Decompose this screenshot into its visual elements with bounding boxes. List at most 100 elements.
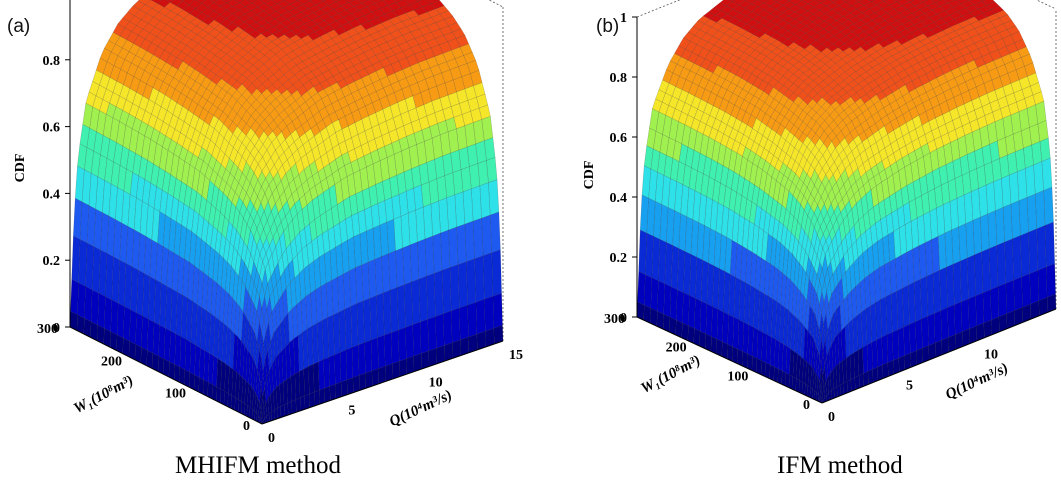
surface-patch [847, 379, 851, 392]
z-tick-label: 0.4 [610, 191, 628, 206]
y-tick-label: 100 [727, 369, 748, 384]
surface-patch [657, 281, 665, 314]
surface-patch [352, 345, 359, 378]
surface-patch [990, 287, 999, 320]
surface-patch [84, 286, 92, 321]
surface-patch [329, 355, 335, 386]
surface-patch [1027, 194, 1037, 232]
surface-patch [840, 383, 844, 395]
surface-patch [309, 392, 314, 408]
y-tick-label: 100 [165, 387, 186, 402]
surface-patch [843, 381, 847, 394]
surface-patch [946, 264, 954, 308]
surface-patch [765, 363, 770, 379]
surface-patch [391, 330, 399, 364]
surface-patch [199, 378, 204, 395]
surface-patch [904, 324, 911, 355]
surface-patch [792, 377, 796, 391]
z-tick-label: 0.8 [610, 71, 628, 86]
y-tick-label: 200 [101, 354, 122, 369]
surface-patch [1030, 270, 1039, 304]
surface-patch [868, 369, 873, 384]
surface-patch [737, 349, 743, 366]
surface-patch [184, 370, 190, 387]
surface-patch [383, 290, 391, 335]
surface-patch [789, 375, 793, 389]
surface-patch [1035, 191, 1045, 229]
surface-patch [318, 360, 324, 391]
surface-patch [359, 373, 366, 390]
surface-patch [882, 335, 888, 365]
surface-patch [429, 348, 437, 366]
surface-patch [928, 314, 935, 346]
surface-patch [104, 297, 112, 332]
surface-patch [365, 340, 372, 373]
surface-patch [1005, 239, 1014, 284]
surface-patch [300, 396, 305, 411]
surface-patch [405, 325, 413, 359]
surface-patch [922, 316, 929, 348]
x-tick-label: 15 [509, 348, 523, 363]
surface-patch [855, 376, 860, 390]
surface-patch [473, 218, 483, 259]
surface-patch [732, 347, 738, 364]
x-tick-label: 0 [828, 410, 835, 425]
surface-patch [412, 279, 421, 325]
surface-patch [441, 230, 451, 270]
surface-patch [742, 352, 747, 369]
surface-patch [346, 348, 353, 380]
surface-patch [1038, 267, 1047, 301]
surface-patch [1045, 222, 1055, 267]
surface-patch [458, 262, 467, 308]
surface-patch [1020, 232, 1029, 277]
surface-patch [997, 242, 1006, 287]
surface-patch [313, 362, 319, 392]
surface-patch [859, 374, 864, 389]
surface-patch [288, 401, 292, 415]
surface-patch [220, 389, 224, 405]
chart-title: MHIFM method [175, 452, 341, 480]
surface-patch [468, 302, 477, 337]
surface-patch [682, 293, 689, 326]
surface-patch [785, 373, 789, 388]
surface-patch [450, 265, 459, 311]
z-tick-label: 0.2 [610, 251, 628, 266]
surface-patch [457, 224, 467, 264]
surface-patch [933, 270, 941, 313]
surface-patch [449, 227, 459, 267]
surface-patch [136, 313, 143, 348]
surface-patch [948, 305, 956, 338]
surface-patch [1019, 198, 1029, 236]
surface-patch [483, 253, 493, 299]
y-axis-label: W₁(10⁸m³) [638, 352, 703, 397]
surface-patch [413, 322, 421, 356]
surface-patch [129, 310, 136, 345]
surface-patch [909, 322, 916, 354]
surface-patch [761, 361, 766, 377]
surface-patch [406, 356, 414, 374]
surface-patch [189, 372, 194, 389]
surface-patch [974, 252, 983, 296]
z-tick-label: 1 [620, 11, 627, 26]
surface-patch [392, 361, 400, 379]
chart-panel-a: (a) 00.20.40.60.81CDF0100200300W₁(10⁸m³)… [0, 0, 530, 479]
surface-patch [1012, 236, 1021, 281]
y-tick-label: 0 [243, 419, 250, 434]
surface-patch [224, 391, 228, 406]
surface-patch [442, 268, 451, 314]
y-axis-label: W₁(10⁸m³) [71, 373, 136, 418]
surface-patch [296, 398, 301, 412]
surface-patch [747, 354, 752, 371]
surface-patch [347, 378, 354, 395]
surface-patch [482, 215, 492, 256]
surface-patch [484, 296, 494, 331]
surface-patch [385, 364, 392, 382]
surface-patch [272, 410, 275, 420]
surface-patch [111, 300, 119, 335]
surface-patch [953, 261, 961, 305]
surface-patch [384, 333, 392, 367]
surface-patch [379, 366, 386, 384]
chart-title: IFM method [777, 452, 903, 480]
surface-patch [1022, 274, 1031, 308]
surface-patch [778, 369, 783, 384]
